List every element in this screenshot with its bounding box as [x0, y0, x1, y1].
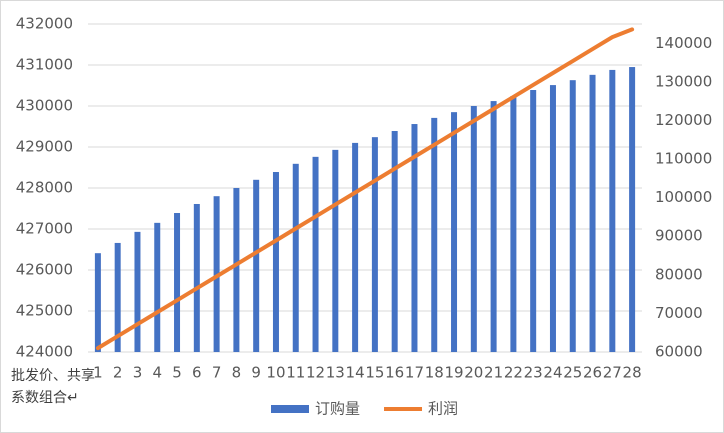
bar	[510, 96, 517, 352]
y-tick-label: 428000	[16, 179, 73, 197]
bar	[549, 85, 556, 352]
bar	[292, 163, 299, 352]
bar	[154, 222, 161, 352]
x-tick-label: 4	[152, 364, 162, 382]
legend-label: 订购量	[315, 400, 360, 418]
bar	[629, 67, 636, 353]
y-tick-label: 426000	[16, 261, 73, 279]
y-tick-label: 424000	[16, 343, 73, 361]
x-tick-label: 22	[504, 364, 523, 382]
x-tick-label: 17	[405, 364, 424, 382]
bar	[233, 188, 240, 352]
y2-tick-label: 70000	[655, 304, 703, 322]
x-axis-title: 批发价、共享系数组合↵	[11, 368, 95, 406]
bar	[569, 80, 576, 353]
x-tick-label: 8	[232, 364, 242, 382]
y2-tick-label: 140000	[655, 34, 712, 52]
line	[95, 27, 635, 351]
x-tick-label: 6	[192, 364, 202, 382]
bar	[609, 69, 616, 353]
x-tick-label: 10	[266, 364, 285, 382]
x-tick-label: 23	[524, 364, 543, 382]
y2-tick-label: 60000	[655, 343, 703, 361]
bar	[589, 74, 596, 352]
x-tick-label: 7	[212, 364, 222, 382]
x-tick-label: 9	[251, 364, 261, 382]
bar	[253, 179, 260, 352]
bar	[391, 131, 398, 352]
legend-swatch	[271, 405, 309, 413]
bar	[193, 203, 200, 352]
y-tick-label: 429000	[16, 138, 73, 156]
y-tick-label: 432000	[16, 15, 73, 33]
x-tick-label: 16	[385, 364, 404, 382]
x-tick-label: 1	[93, 364, 103, 382]
x-tick-label: 12	[306, 364, 325, 382]
bar	[530, 90, 537, 352]
y2-tick-label: 80000	[655, 265, 703, 283]
y2-tick-label: 120000	[655, 111, 712, 129]
bar	[174, 213, 181, 352]
bar	[490, 101, 497, 352]
bar	[272, 172, 279, 352]
x-tick-label: 28	[623, 364, 642, 382]
bar	[371, 137, 378, 352]
x-tick-label: 13	[326, 364, 345, 382]
y2-tick-label: 90000	[655, 227, 703, 245]
y-tick-label: 427000	[16, 220, 73, 238]
x-tick-label: 14	[346, 364, 365, 382]
y2-tick-label: 110000	[655, 150, 712, 168]
y-tick-label: 431000	[16, 56, 73, 74]
x-tick-label: 18	[425, 364, 444, 382]
x-tick-label: 24	[543, 364, 562, 382]
bar	[470, 106, 477, 352]
bar	[312, 156, 319, 352]
y2-tick-label: 130000	[655, 72, 712, 90]
x-tick-label: 15	[365, 364, 384, 382]
x-tick-label: 3	[133, 364, 143, 382]
bar	[332, 149, 339, 352]
x-tick-label: 21	[484, 364, 503, 382]
bar	[411, 124, 418, 352]
x-tick-label: 2	[113, 364, 123, 382]
y-tick-label: 430000	[16, 97, 73, 115]
bar	[134, 231, 141, 352]
x-tick-label: 11	[286, 364, 305, 382]
bar	[352, 142, 359, 352]
y2-tick-label: 100000	[655, 188, 712, 206]
bar	[431, 117, 438, 352]
x-tick-label: 26	[583, 364, 602, 382]
bar	[451, 112, 458, 353]
x-tick-label: 20	[464, 364, 483, 382]
bar	[94, 253, 101, 352]
x-tick-label: 25	[563, 364, 582, 382]
bar	[114, 242, 121, 352]
x-tick-label: 19	[444, 364, 463, 382]
x-tick-label: 5	[172, 364, 182, 382]
legend-label: 利润	[428, 400, 458, 418]
x-tick-label: 27	[603, 364, 622, 382]
y-tick-label: 425000	[16, 302, 73, 320]
